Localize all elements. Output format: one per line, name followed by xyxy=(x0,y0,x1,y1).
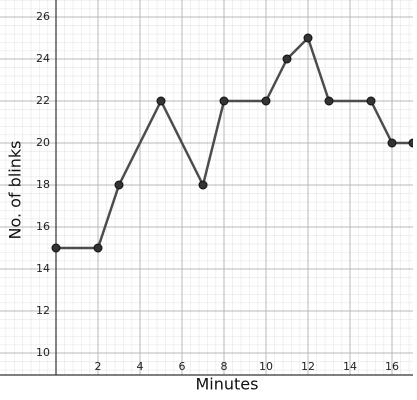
y-tick-label: 12 xyxy=(36,304,50,317)
x-tick-label: 12 xyxy=(301,360,315,373)
y-tick-label: 26 xyxy=(36,10,50,23)
data-point xyxy=(366,96,376,106)
data-point xyxy=(408,138,413,148)
data-point xyxy=(219,96,229,106)
y-tick-label: 20 xyxy=(36,136,50,149)
x-tick-label: 4 xyxy=(137,360,144,373)
y-tick-label: 24 xyxy=(36,52,50,65)
x-tick-label: 8 xyxy=(221,360,228,373)
plot-area xyxy=(51,33,413,253)
grid xyxy=(0,0,413,375)
data-point xyxy=(51,243,61,253)
y-tick-label: 18 xyxy=(36,178,50,191)
x-tick-label: 14 xyxy=(343,360,357,373)
x-tick-label: 10 xyxy=(259,360,273,373)
data-point xyxy=(324,96,334,106)
x-axis-title: Minutes xyxy=(196,375,259,394)
y-axis-title: No. of blinks xyxy=(6,141,25,240)
y-tick-label: 10 xyxy=(36,346,50,359)
x-tick-label: 16 xyxy=(385,360,399,373)
data-point xyxy=(303,33,313,43)
data-point xyxy=(198,180,208,190)
data-point xyxy=(282,54,292,64)
x-tick-label: 2 xyxy=(95,360,102,373)
data-point xyxy=(114,180,124,190)
y-tick-label: 22 xyxy=(36,94,50,107)
data-point xyxy=(261,96,271,106)
x-tick-label: 6 xyxy=(179,360,186,373)
data-point xyxy=(387,138,397,148)
y-tick-label: 14 xyxy=(36,262,50,275)
data-point xyxy=(156,96,166,106)
y-tick-label: 16 xyxy=(36,220,50,233)
data-point xyxy=(93,243,103,253)
